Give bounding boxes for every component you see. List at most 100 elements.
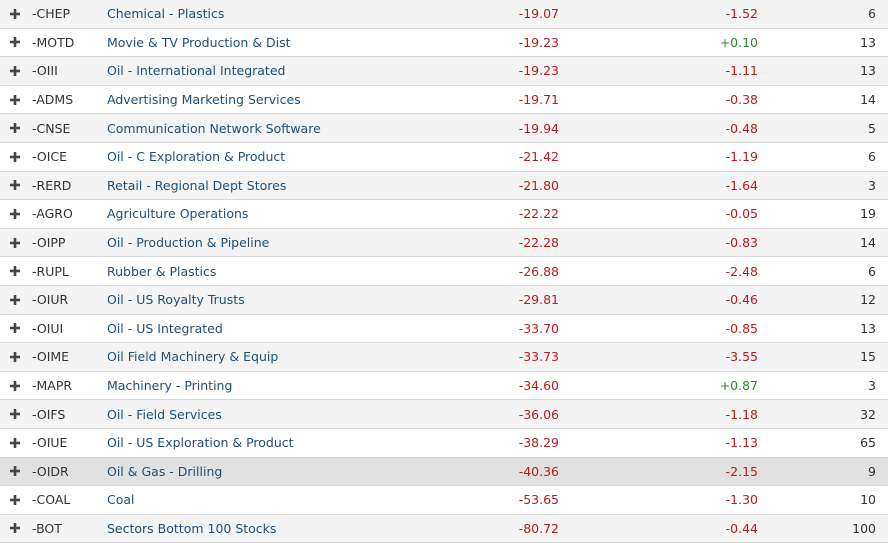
plus-icon[interactable] [8,200,22,228]
row-change-secondary: -2.48 [725,263,758,279]
table-row[interactable]: -OIUR Oil - US Royalty Trusts -29.81 -0.… [0,285,888,315]
row-change-primary: -34.60 [518,378,559,394]
row-change-primary: -19.71 [518,92,559,108]
plus-icon[interactable] [8,57,22,85]
row-name-link[interactable]: Advertising Marketing Services [107,92,301,108]
row-change-primary: -26.88 [518,263,559,279]
row-name-link[interactable]: Oil - US Royalty Trusts [107,292,245,308]
row-symbol: -MOTD [32,34,75,50]
plus-icon[interactable] [8,343,22,371]
row-change-secondary: -0.05 [725,206,758,222]
row-stock-count: 65 [860,435,876,451]
row-change-primary: -33.73 [518,349,559,365]
row-name-link[interactable]: Movie & TV Production & Dist [107,34,291,50]
row-symbol: -MAPR [32,378,73,394]
row-change-secondary: +0.87 [719,378,758,394]
plus-icon[interactable] [8,315,22,343]
table-row[interactable]: -OICE Oil - C Exploration & Product -21.… [0,142,888,172]
plus-icon[interactable] [8,172,22,200]
table-row[interactable]: -OIUI Oil - US Integrated -33.70 -0.85 1… [0,314,888,344]
table-row[interactable]: -OIFS Oil - Field Services -36.06 -1.18 … [0,400,888,429]
table-row[interactable]: -ADMS Advertising Marketing Services -19… [0,85,888,115]
row-name-link[interactable]: Communication Network Software [107,120,321,136]
table-row[interactable]: -MOTD Movie & TV Production & Dist -19.2… [0,28,888,58]
row-name-link[interactable]: Chemical - Plastics [107,6,225,22]
table-row[interactable]: -RUPL Rubber & Plastics -26.88 -2.48 6 [0,257,888,286]
table-row[interactable]: -RERD Retail - Regional Dept Stores -21.… [0,171,888,201]
plus-icon[interactable] [8,143,22,171]
plus-icon[interactable] [8,29,22,57]
plus-icon[interactable] [8,486,22,514]
plus-icon[interactable] [8,372,22,400]
table-row[interactable]: -OIUE Oil - US Exploration & Product -38… [0,428,888,458]
row-name-link[interactable]: Oil & Gas - Drilling [107,463,223,479]
row-change-primary: -19.23 [518,34,559,50]
row-change-secondary: -2.15 [725,463,758,479]
plus-icon[interactable] [8,0,22,28]
row-stock-count: 14 [860,235,876,251]
row-change-primary: -53.65 [518,492,559,508]
plus-icon[interactable] [8,86,22,114]
row-name-link[interactable]: Machinery - Printing [107,378,233,394]
row-name-link[interactable]: Coal [107,492,135,508]
plus-icon[interactable] [8,400,22,428]
row-stock-count: 6 [868,263,876,279]
row-name-link[interactable]: Oil - International Integrated [107,63,286,79]
row-change-secondary: -1.11 [725,63,758,79]
row-name-link[interactable]: Oil - US Exploration & Product [107,435,294,451]
row-name-link[interactable]: Oil - Field Services [107,406,222,422]
table-row[interactable]: -OIII Oil - International Integrated -19… [0,57,888,86]
table-row[interactable]: -BOT Sectors Bottom 100 Stocks -80.72 -0… [0,514,888,543]
row-change-secondary: -0.46 [725,292,758,308]
row-symbol: -OIFS [32,406,66,422]
row-stock-count: 32 [860,406,876,422]
row-stock-count: 13 [860,34,876,50]
table-row[interactable]: -MAPR Machinery - Printing -34.60 +0.87 … [0,371,888,401]
row-name-link[interactable]: Oil Field Machinery & Equip [107,349,279,365]
row-change-primary: -21.42 [518,149,559,165]
row-change-secondary: -1.64 [725,177,758,193]
row-symbol: -ADMS [32,92,74,108]
plus-icon[interactable] [8,286,22,314]
row-change-primary: -38.29 [518,435,559,451]
row-change-secondary: -0.85 [725,320,758,336]
row-name-link[interactable]: Oil - Production & Pipeline [107,235,270,251]
table-row[interactable]: -CNSE Communication Network Software -19… [0,114,888,143]
table-row[interactable]: -COAL Coal -53.65 -1.30 10 [0,486,888,515]
table-row[interactable]: -OIME Oil Field Machinery & Equip -33.73… [0,343,888,372]
row-name-link[interactable]: Rubber & Plastics [107,263,217,279]
row-change-primary: -29.81 [518,292,559,308]
row-name-link[interactable]: Oil - C Exploration & Product [107,149,286,165]
plus-icon[interactable] [8,429,22,457]
table-row[interactable]: -OIPP Oil - Production & Pipeline -22.28… [0,228,888,258]
row-symbol: -OICE [32,149,68,165]
row-name-link[interactable]: Sectors Bottom 100 Stocks [107,520,277,536]
row-stock-count: 10 [860,492,876,508]
table-row[interactable]: -AGRO Agriculture Operations -22.22 -0.0… [0,200,888,229]
row-stock-count: 15 [860,349,876,365]
row-stock-count: 100 [852,520,876,536]
plus-icon[interactable] [8,515,22,543]
row-name-link[interactable]: Retail - Regional Dept Stores [107,177,287,193]
row-stock-count: 5 [868,120,876,136]
row-symbol: -BOT [32,520,62,536]
plus-icon[interactable] [8,257,22,285]
row-change-primary: -36.06 [518,406,559,422]
plus-icon[interactable] [8,114,22,142]
row-symbol: -OIII [32,63,58,79]
table-row[interactable]: -OIDR Oil & Gas - Drilling -40.36 -2.15 … [0,457,888,487]
row-stock-count: 9 [868,463,876,479]
row-change-secondary: -1.30 [725,492,758,508]
row-name-link[interactable]: Agriculture Operations [107,206,249,222]
row-symbol: -RERD [32,177,72,193]
row-change-secondary: -1.13 [725,435,758,451]
row-stock-count: 6 [868,149,876,165]
row-change-secondary: -3.55 [725,349,758,365]
row-name-link[interactable]: Oil - US Integrated [107,320,223,336]
table-row[interactable]: -CHEP Chemical - Plastics -19.07 -1.52 6 [0,0,888,29]
plus-icon[interactable] [8,229,22,257]
plus-icon[interactable] [8,458,22,486]
row-symbol: -OIME [32,349,70,365]
row-stock-count: 13 [860,320,876,336]
